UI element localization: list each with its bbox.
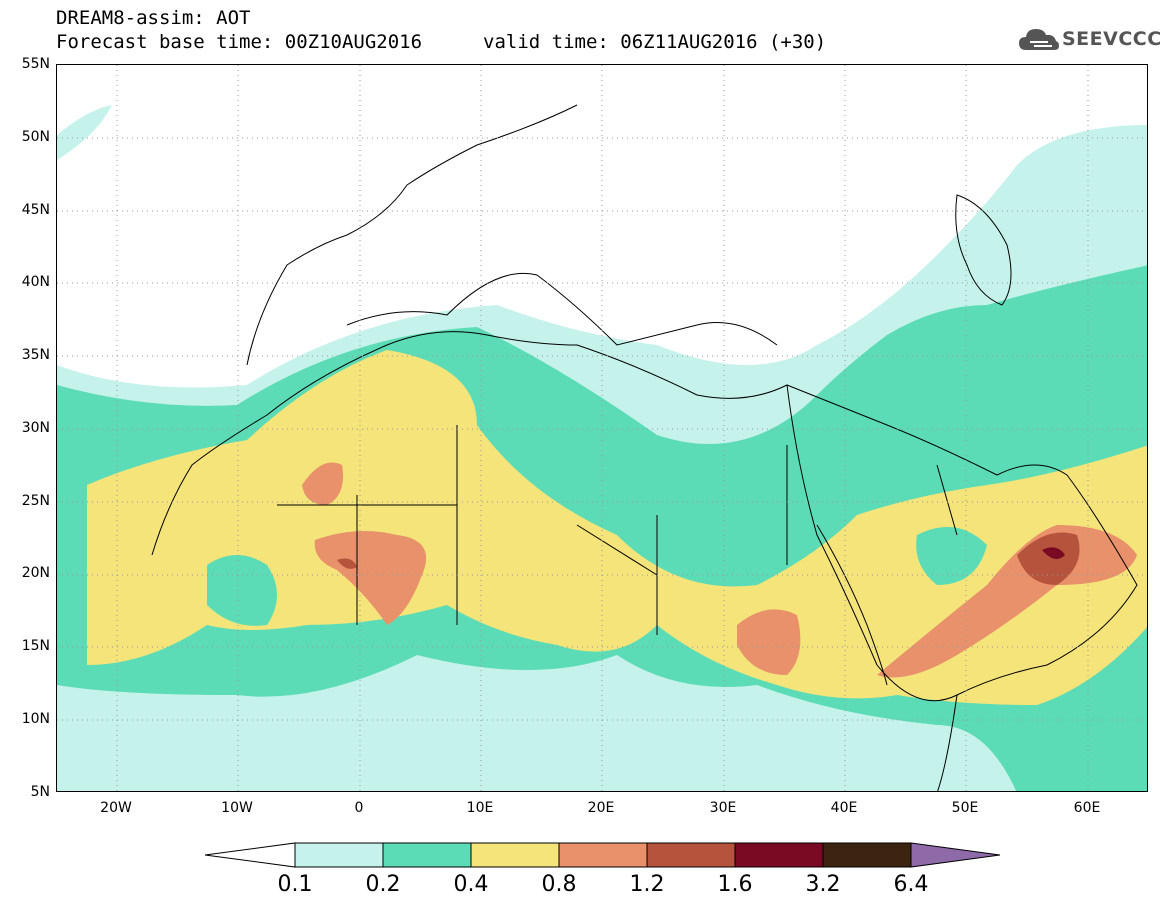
coastline-arabia <box>786 384 1138 696</box>
lat-label: 40N <box>21 274 50 290</box>
colorbar-label: 0.1 <box>277 872 313 897</box>
aot-patch-0.8 <box>314 531 427 625</box>
cloud-logo-icon <box>1019 29 1059 50</box>
coastline-caspian <box>955 194 1012 306</box>
colorbar-bin <box>646 842 736 868</box>
colorbar-bin <box>734 842 824 868</box>
colorbar-label: 1.2 <box>629 872 665 897</box>
colorbar-bin <box>558 842 648 868</box>
lon-label: 20W <box>100 800 132 816</box>
aot-map-svg <box>57 65 1147 791</box>
colorbar-label: 0.8 <box>541 872 577 897</box>
seevccc-logo: SEEVCCC <box>1018 24 1161 56</box>
coastline-europe <box>246 104 578 366</box>
forecast-base-time: Forecast base time: 00Z10AUG2016 <box>56 31 423 53</box>
colorbar-over-arrow <box>910 842 1000 868</box>
lat-label: 30N <box>21 420 50 436</box>
aot-patch-0.8 <box>737 609 801 675</box>
lat-label: 25N <box>21 493 50 509</box>
lat-label: 35N <box>21 347 50 363</box>
colorbar-label: 0.2 <box>365 872 401 897</box>
aot-band-0.4 <box>87 350 1147 705</box>
lon-label: 20E <box>587 800 615 816</box>
aot-map <box>56 64 1148 792</box>
colorbar-bin <box>470 842 560 868</box>
lat-label: 50N <box>21 129 50 145</box>
colorbar-under-arrow <box>205 842 296 868</box>
lon-label: 40E <box>830 800 858 816</box>
aot-patch-0.8 <box>302 462 343 505</box>
lat-label: 15N <box>21 638 50 654</box>
lon-label: 10E <box>466 800 494 816</box>
aot-patch-1.2 <box>1017 532 1080 585</box>
lon-label: 0 <box>354 800 364 816</box>
aot-band-0.1-north <box>57 105 112 160</box>
map-title: DREAM8-assim: AOT <box>56 7 251 29</box>
lat-label: 45N <box>21 202 50 218</box>
lon-label: 60E <box>1073 800 1101 816</box>
colorbar-bin <box>822 842 912 868</box>
lat-label: 55N <box>21 56 50 72</box>
logo-text: SEEVCCC <box>1062 28 1162 50</box>
colorbar-label: 6.4 <box>893 872 929 897</box>
colorbar-bin <box>294 842 384 868</box>
aot-band-0.2-hole <box>207 555 277 626</box>
coastline-mediterranean <box>346 272 778 346</box>
colorbar-bin <box>382 842 472 868</box>
colorbar <box>205 842 1000 868</box>
colorbar-label: 0.4 <box>453 872 489 897</box>
lat-label: 5N <box>30 784 50 800</box>
colorbar-label: 3.2 <box>805 872 841 897</box>
aot-patch-1.6 <box>1042 547 1065 559</box>
lon-label: 30E <box>709 800 737 816</box>
valid-time: valid time: 06Z11AUG2016 (+30) <box>483 31 827 53</box>
colorbar-label: 1.6 <box>717 872 753 897</box>
lat-label: 10N <box>21 711 50 727</box>
aot-patch-1.2 <box>337 558 357 569</box>
lon-label: 50E <box>951 800 979 816</box>
lat-label: 20N <box>21 565 50 581</box>
coastline-redsea <box>816 524 888 686</box>
lon-label: 10W <box>221 800 253 816</box>
aot-band-0.2-hole <box>916 527 987 585</box>
